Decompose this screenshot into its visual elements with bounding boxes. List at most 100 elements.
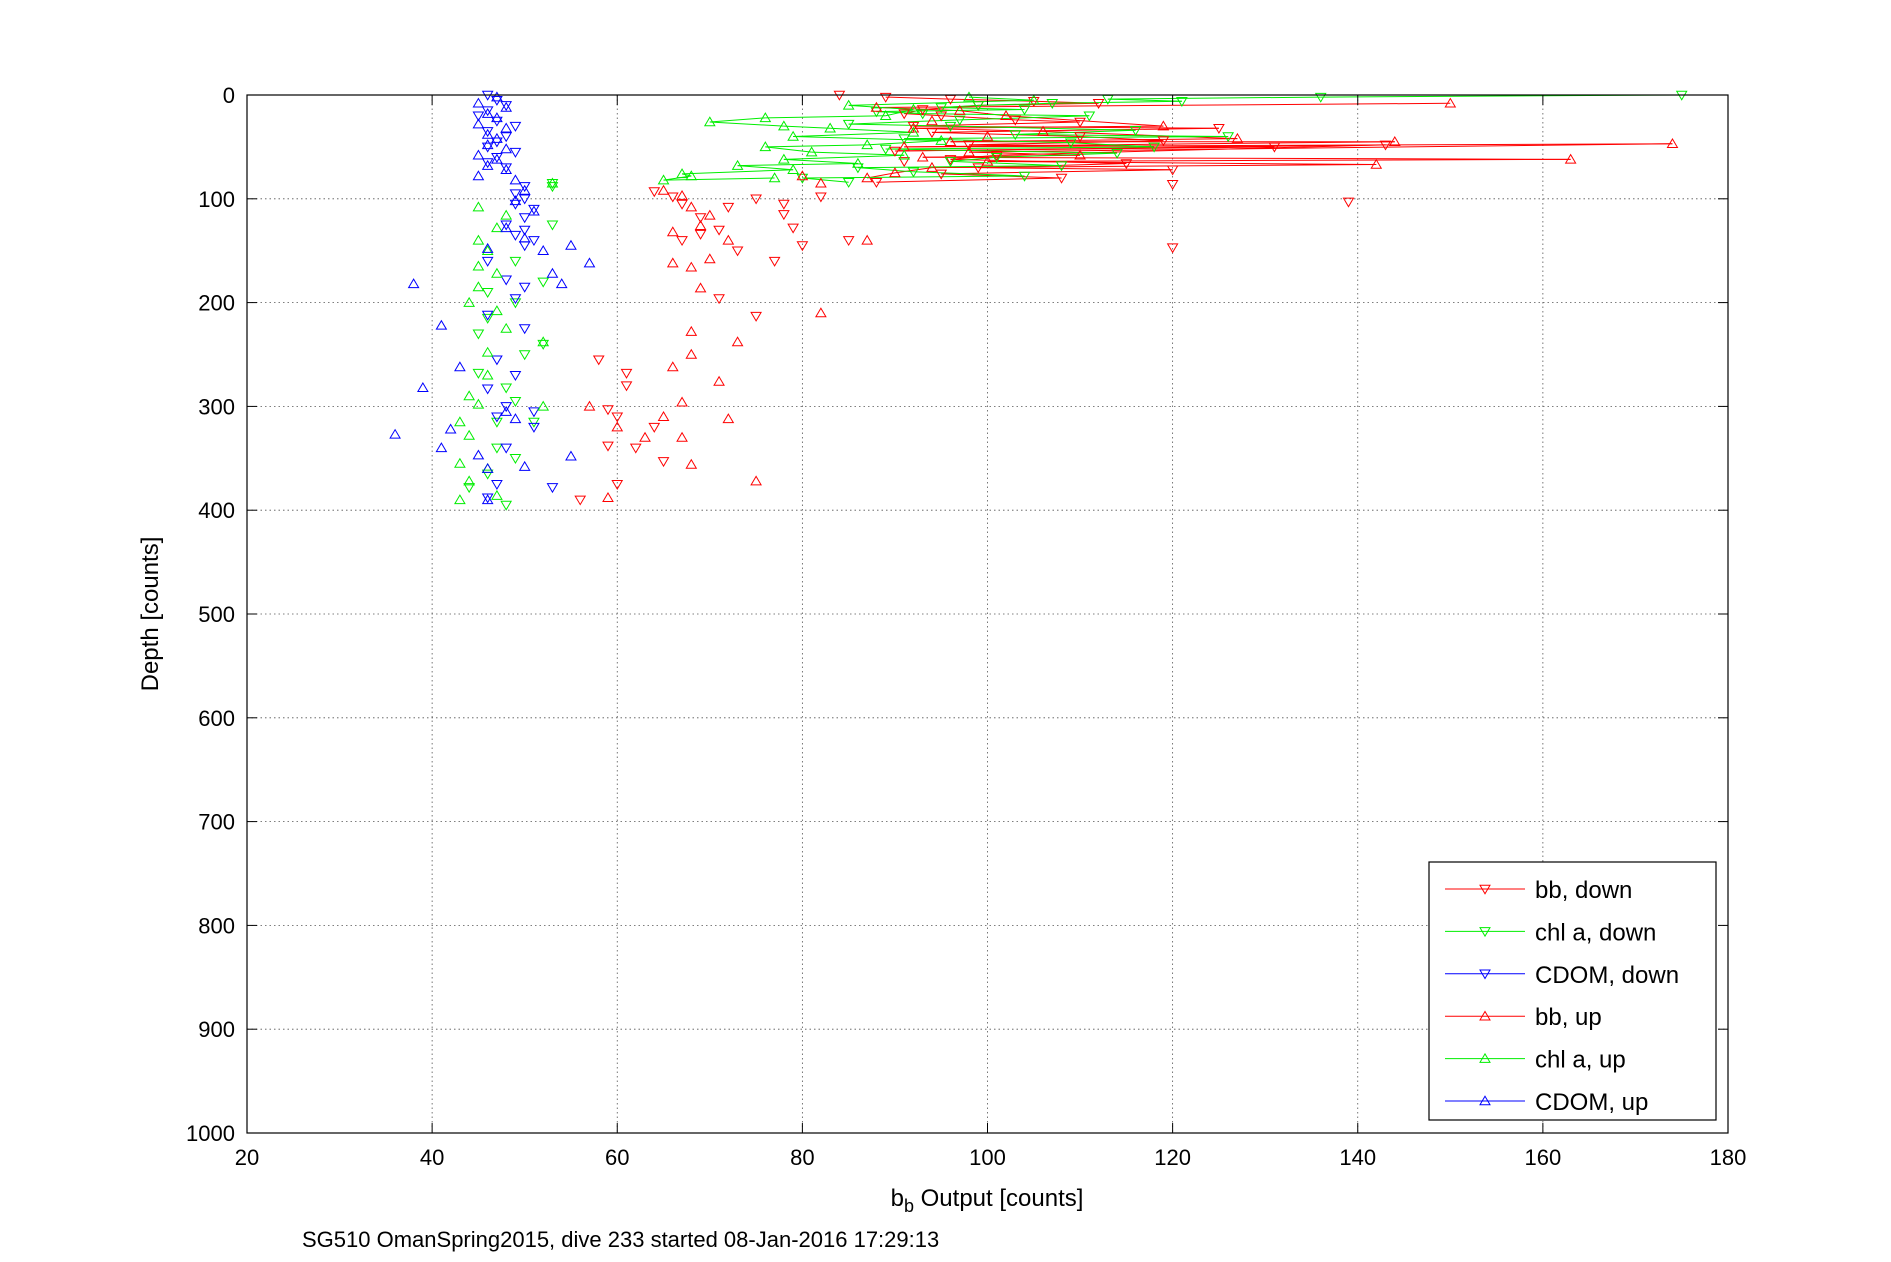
data-point — [611, 480, 624, 490]
data-point — [685, 170, 698, 181]
data-point — [907, 121, 920, 132]
series-line-segment — [765, 146, 812, 153]
data-point — [648, 187, 661, 198]
series-line-segment — [931, 164, 1377, 169]
data-point — [777, 153, 790, 164]
series-line-segment — [876, 109, 1025, 113]
series-chl-a-down — [463, 90, 1688, 511]
data-point — [685, 261, 698, 272]
data-point — [472, 398, 485, 409]
x-tick-label: 140 — [1339, 1145, 1376, 1170]
series-line-segment — [783, 154, 905, 160]
data-point — [824, 122, 837, 133]
series-line-segment — [1070, 142, 1155, 148]
series-line-segment — [848, 99, 1034, 106]
data-point — [500, 500, 513, 511]
data-point — [1388, 135, 1401, 146]
data-point — [472, 149, 485, 160]
data-point — [861, 234, 874, 245]
series-line-segment — [1107, 96, 1321, 100]
legend-marker — [1479, 1095, 1491, 1106]
series-cdom-down — [472, 90, 559, 504]
data-point — [703, 116, 716, 127]
data-point — [639, 431, 651, 442]
data-point — [787, 223, 799, 234]
series-chl-a-up — [454, 91, 1040, 505]
data-point — [518, 184, 531, 195]
data-point — [796, 170, 809, 181]
data-point — [657, 184, 670, 195]
legend: bb, down chl a, down CDOM, down bb, up chl a… — [1428, 861, 1717, 1121]
data-point — [481, 159, 494, 170]
data-point — [1083, 111, 1096, 122]
data-point — [472, 234, 485, 245]
data-point — [481, 493, 494, 504]
data-point — [944, 121, 957, 132]
data-point — [676, 189, 688, 200]
x-axis-label-main: b — [891, 1185, 904, 1212]
data-point — [787, 163, 799, 174]
data-point — [972, 163, 985, 174]
series-line-segment — [913, 125, 1164, 129]
data-point — [759, 112, 772, 123]
data-point — [694, 282, 707, 293]
data-point — [1111, 148, 1123, 159]
data-point — [666, 257, 679, 268]
data-point — [518, 460, 531, 471]
series-line-segment — [737, 165, 794, 171]
data-point — [926, 128, 938, 139]
data-point — [491, 222, 503, 233]
series-line-segment — [959, 115, 1090, 121]
data-point — [990, 150, 1003, 161]
series-line-segment — [876, 102, 1451, 108]
y-tick-label: 600 — [198, 706, 235, 731]
data-point — [509, 195, 522, 206]
data-point — [491, 417, 503, 428]
data-point — [953, 115, 966, 126]
figure-footer: SG510 OmanSpring2015, dive 233 started 0… — [302, 1227, 939, 1252]
data-point — [685, 348, 698, 359]
data-point — [1148, 142, 1160, 153]
data-point — [491, 305, 503, 316]
series-line-segment — [709, 117, 766, 123]
y-tick-label: 100 — [198, 187, 235, 212]
data-point — [500, 275, 513, 286]
data-point — [777, 120, 790, 131]
data-point — [565, 239, 577, 250]
series-line-segment — [765, 115, 886, 119]
data-point — [907, 167, 920, 178]
data-point — [1074, 117, 1086, 128]
data-point — [1120, 159, 1133, 170]
series-line-segment — [709, 121, 784, 127]
data-point — [1129, 126, 1142, 137]
data-point — [852, 157, 864, 168]
data-point — [509, 256, 522, 267]
series-line-segment — [857, 165, 1062, 169]
series-line-segment — [783, 158, 858, 165]
series-line-segment — [913, 171, 1025, 177]
data-point — [500, 132, 513, 143]
series-line-segment — [913, 121, 1081, 127]
data-point — [528, 205, 540, 216]
data-point — [481, 346, 494, 357]
data-point — [685, 458, 698, 469]
data-point — [491, 355, 503, 366]
y-tick-label: 700 — [198, 810, 235, 835]
data-point — [481, 158, 494, 169]
series-line-segment — [894, 167, 933, 174]
data-point — [583, 257, 596, 268]
data-point — [1370, 158, 1383, 169]
data-point — [944, 157, 957, 168]
data-point — [509, 189, 522, 200]
data-point — [602, 492, 614, 502]
data-point — [963, 140, 975, 151]
series-line-segment — [950, 156, 997, 162]
series-bb-down — [574, 90, 1392, 506]
series-line-segment — [950, 125, 1136, 131]
data-point — [657, 411, 670, 422]
data-point — [500, 322, 513, 333]
series-line-segment — [830, 127, 914, 133]
data-point — [472, 449, 485, 460]
series-line-segment — [978, 167, 1173, 171]
data-point — [870, 177, 883, 188]
